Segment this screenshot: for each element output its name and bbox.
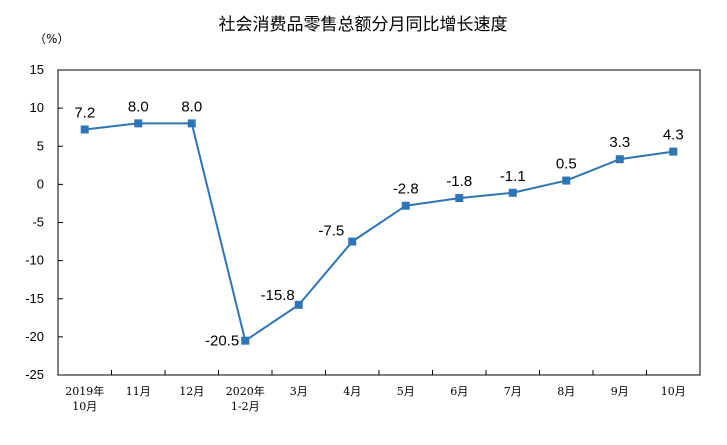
x-tick-label: 1-2月	[231, 400, 260, 413]
data-point	[241, 336, 250, 345]
data-label: -1.1	[500, 168, 526, 185]
series	[80, 119, 678, 345]
series-line	[84, 122, 674, 343]
x-tick-label: 2020年	[226, 384, 265, 398]
data-point	[80, 125, 89, 134]
data-label: -2.8	[393, 181, 419, 198]
chart-title: 社会消费品零售总额分月同比增长速度	[219, 15, 508, 35]
x-tick-label: 9月	[611, 385, 629, 398]
x-tick-label: 7月	[504, 385, 522, 398]
x-tick-label: 4月	[343, 385, 361, 398]
y-tick-label: -10	[25, 253, 44, 268]
y-axis: 15 10 5 0 -5 -10 -15 -20 -25	[25, 62, 63, 382]
x-tick-label: 10月	[661, 385, 686, 398]
y-tick-label: 0	[37, 176, 44, 191]
data-point	[562, 176, 571, 185]
x-tick-label: 10月	[72, 400, 97, 413]
y-tick-label: 15	[30, 62, 44, 77]
data-labels: 7.2 8.0 8.0 -20.5 -15.8 -7.5 -2.8 -1.8 -1.1 0.5 3.…	[74, 98, 683, 349]
data-label: 7.2	[74, 104, 95, 121]
y-tick-label: 10	[30, 100, 44, 115]
y-tick-label: 5	[37, 138, 44, 153]
data-label: 0.5	[556, 156, 577, 173]
data-point	[348, 237, 357, 246]
data-label: -20.5	[205, 333, 239, 350]
x-tick-label: 8月	[557, 385, 575, 398]
y-unit-label: （%）	[34, 32, 69, 46]
data-label: 4.3	[663, 127, 684, 144]
data-point	[455, 194, 464, 203]
y-tick-label: -5	[32, 215, 44, 230]
x-tick-label: 12月	[179, 385, 204, 398]
data-point	[401, 201, 410, 210]
data-point	[294, 300, 303, 309]
y-tick-label: -20	[25, 329, 44, 344]
data-point	[134, 119, 143, 128]
x-tick-label: 3月	[290, 385, 308, 398]
data-label: -7.5	[318, 223, 344, 240]
x-axis: 2019年 10月 11月 12月 2020年 1-2月 3月 4月 5月 6月 7月 8月 9月 10月	[65, 370, 686, 413]
y-tick-label: -25	[25, 367, 44, 382]
data-label: 3.3	[609, 134, 630, 151]
x-tick-label: 5月	[397, 385, 415, 398]
x-tick-label: 11月	[126, 385, 151, 398]
data-label: -1.8	[446, 173, 472, 190]
x-tick-label: 2019年	[65, 384, 104, 398]
data-label: 8.0	[128, 98, 149, 115]
data-point	[669, 147, 678, 156]
data-point	[187, 119, 196, 128]
data-point	[508, 188, 517, 197]
x-tick-label: 6月	[450, 385, 468, 398]
data-point	[615, 155, 624, 164]
data-label: -15.8	[261, 287, 295, 304]
y-tick-label: -15	[25, 291, 44, 306]
data-label: 8.0	[181, 98, 202, 115]
